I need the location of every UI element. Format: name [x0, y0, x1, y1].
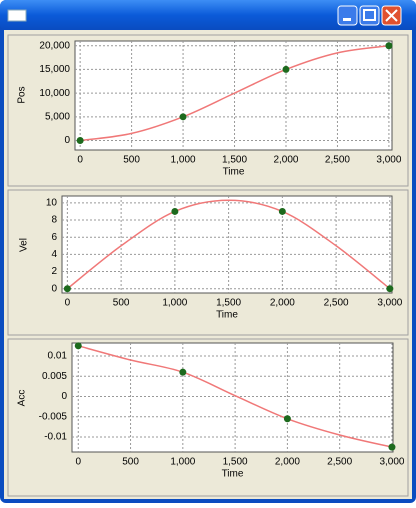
x-tick-label: 2,000 — [275, 457, 300, 468]
y-tick-label: -0.005 — [39, 411, 68, 422]
data-point — [74, 342, 82, 350]
y-tick-label: 8 — [51, 215, 57, 226]
plot-area — [61, 195, 393, 294]
y-tick-label: 0.01 — [48, 351, 68, 362]
data-point — [388, 443, 396, 451]
plot-area — [71, 342, 394, 453]
data-point — [386, 285, 394, 293]
data-point — [171, 207, 179, 215]
data-point — [385, 42, 393, 50]
x-tick-label: 500 — [122, 457, 139, 468]
x-tick-label: 1,000 — [162, 298, 187, 309]
curve — [66, 199, 391, 290]
window-icon — [7, 9, 27, 22]
minimize-icon — [343, 18, 351, 21]
x-tick-label: 2,000 — [270, 298, 295, 309]
x-tick-label: 2,500 — [325, 155, 350, 166]
title-bar — [0, 0, 416, 30]
x-tick-label: 500 — [113, 298, 130, 309]
y-tick-label: 0.005 — [42, 371, 67, 382]
y-tick-label: 2 — [51, 266, 57, 277]
x-tick-label: 1,500 — [223, 457, 248, 468]
x-tick-label: 1,500 — [222, 155, 247, 166]
y-tick-label: -0.01 — [44, 432, 67, 443]
x-axis-label: Time — [216, 310, 238, 321]
y-tick-label: 0 — [51, 283, 57, 294]
curve — [80, 44, 390, 142]
maximize-icon — [363, 9, 376, 21]
y-tick-label: 20,000 — [39, 40, 70, 51]
y-tick-label: 0 — [61, 391, 67, 402]
x-tick-label: 3,000 — [377, 298, 402, 309]
x-tick-label: 3,000 — [379, 457, 404, 468]
y-tick-label: 4 — [51, 249, 57, 260]
y-axis-label: Acc — [17, 390, 28, 407]
x-tick-label: 0 — [75, 457, 81, 468]
y-tick-label: 0 — [64, 135, 70, 146]
data-point — [63, 285, 71, 293]
y-tick-label: 15,000 — [39, 64, 70, 75]
x-tick-label: 3,000 — [376, 155, 401, 166]
data-point — [179, 368, 187, 376]
x-axis-label: Time — [222, 469, 244, 480]
data-point — [179, 113, 187, 121]
y-tick-label: 6 — [51, 232, 57, 243]
curve — [78, 345, 393, 448]
y-axis-label: Vel — [19, 238, 30, 252]
data-point — [282, 65, 290, 73]
x-tick-label: 1,000 — [171, 155, 196, 166]
y-axis-label: Pos — [17, 86, 28, 103]
plot-area — [74, 40, 393, 151]
x-tick-label: 0 — [65, 298, 71, 309]
x-tick-label: 0 — [77, 155, 83, 166]
x-tick-label: 1,500 — [216, 298, 241, 309]
close-icon — [385, 9, 398, 22]
x-tick-label: 2,500 — [327, 457, 352, 468]
x-tick-label: 2,500 — [324, 298, 349, 309]
y-tick-label: 10 — [46, 198, 58, 209]
x-tick-label: 2,000 — [273, 155, 298, 166]
x-axis-label: Time — [223, 167, 245, 178]
y-tick-label: 5,000 — [45, 111, 70, 122]
data-point — [283, 415, 291, 423]
minimize-button[interactable] — [337, 5, 358, 26]
data-point — [76, 137, 84, 145]
maximize-button[interactable] — [359, 5, 380, 26]
y-tick-label: 10,000 — [39, 88, 70, 99]
x-tick-label: 1,000 — [170, 457, 195, 468]
x-tick-label: 500 — [123, 155, 140, 166]
data-point — [278, 207, 286, 215]
